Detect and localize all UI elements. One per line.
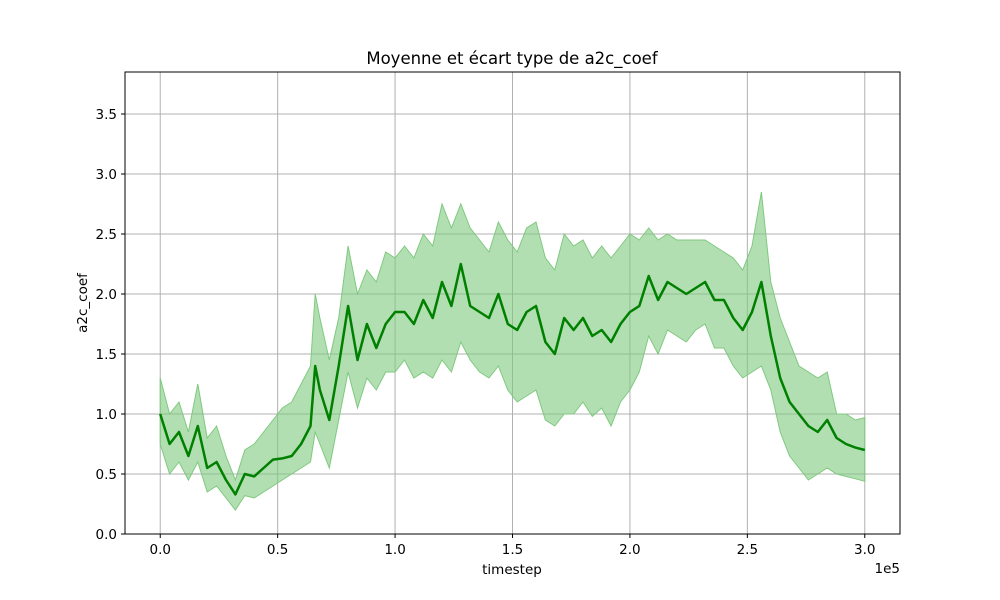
y-tick-label: 1.5 (96, 347, 117, 363)
y-axis: 0.0 0.5 1.0 1.5 2.0 2.5 3.0 3.5 (96, 107, 125, 543)
mean-line (159, 262, 866, 496)
y-tick-label: 2.5 (96, 227, 117, 243)
y-tick-label: 3.0 (96, 167, 117, 183)
x-axis: 0.0 0.5 1.0 1.5 2.0 2.5 3.0 (149, 534, 876, 558)
y-tick-label: 1.0 (96, 407, 117, 423)
x-tick-label: 1.0 (384, 542, 405, 558)
x-tick-label: 0.5 (267, 542, 288, 558)
x-tick-label: 2.5 (737, 542, 758, 558)
y-tick-label: 0.0 (96, 527, 117, 543)
x-tick-label: 1.5 (502, 542, 523, 558)
chart-title: Moyenne et écart type de a2c_coef (366, 49, 658, 69)
y-tick-label: 0.5 (96, 467, 117, 483)
x-tick-label: 2.0 (619, 542, 640, 558)
y-tick-label: 3.5 (96, 107, 117, 123)
x-offset-label: 1e5 (875, 561, 900, 577)
x-axis-label: timestep (482, 562, 542, 578)
std-band (159, 191, 866, 511)
x-tick-label: 3.0 (854, 542, 875, 558)
x-tick-label: 0.0 (149, 542, 170, 558)
y-tick-label: 2.0 (96, 287, 117, 303)
y-axis-label: a2c_coef (75, 272, 91, 333)
